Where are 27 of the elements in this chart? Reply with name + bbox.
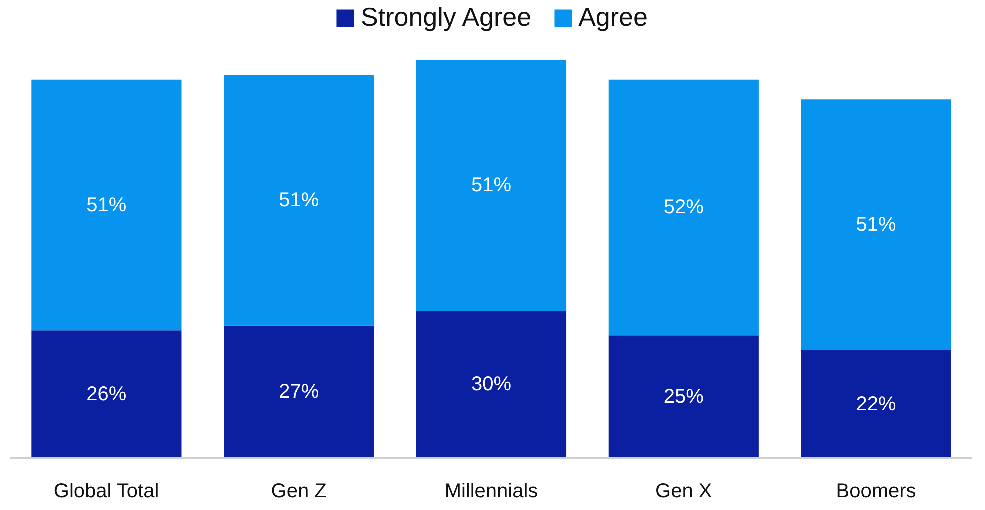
- legend-label: Strongly Agree: [361, 2, 532, 33]
- bar: [608, 80, 759, 336]
- x-tick-label: Global Total: [54, 480, 160, 502]
- data-label: 30%: [471, 374, 512, 396]
- data-label: 51%: [86, 194, 127, 216]
- data-label: 51%: [471, 174, 512, 197]
- bar: [801, 100, 952, 350]
- data-label: 26%: [86, 384, 127, 406]
- data-label: 51%: [856, 214, 897, 236]
- bar: [224, 326, 374, 458]
- bar: [32, 330, 182, 458]
- data-label: 22%: [856, 393, 897, 416]
- data-label: 51%: [279, 189, 320, 212]
- bar: [801, 350, 952, 458]
- legend-label: Agree: [578, 2, 648, 33]
- data-label: 52%: [664, 196, 704, 219]
- data-label: 25%: [664, 386, 704, 408]
- bar: [416, 60, 567, 311]
- x-tick-label: Gen X: [656, 480, 712, 502]
- bar: [32, 80, 182, 331]
- x-tick-label: Gen Z: [271, 480, 327, 502]
- bar: [416, 311, 567, 458]
- x-tick-label: Millennials: [444, 480, 538, 502]
- bar: [224, 74, 374, 326]
- x-tick-label: Boomers: [836, 480, 916, 502]
- bar: [608, 336, 759, 458]
- data-label: 27%: [279, 381, 320, 404]
